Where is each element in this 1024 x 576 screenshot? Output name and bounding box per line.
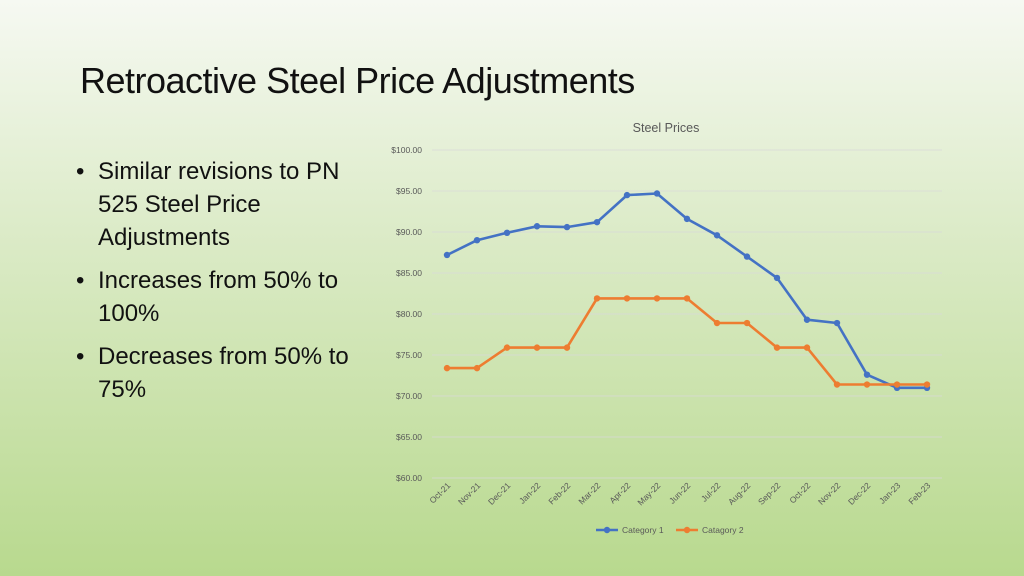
y-tick-label: $90.00 <box>396 227 422 237</box>
data-point <box>593 295 601 302</box>
bullet-item: • Similar revisions to PN 525 Steel Price… <box>72 155 352 254</box>
y-tick-label: $80.00 <box>396 309 422 319</box>
legend-label: Catagory 2 <box>702 525 744 535</box>
data-point <box>833 319 841 327</box>
x-tick-label: Feb-23 <box>906 480 932 506</box>
legend-marker <box>683 526 691 534</box>
data-point <box>863 381 871 388</box>
x-tick-label: Jun-22 <box>667 480 693 506</box>
data-point <box>503 344 511 351</box>
data-point <box>803 316 811 323</box>
data-point <box>893 381 901 388</box>
data-point <box>533 223 541 230</box>
x-tick-label: May-22 <box>635 480 662 507</box>
x-tick-label: Jul-22 <box>699 480 723 504</box>
legend-marker <box>603 526 611 534</box>
y-tick-label: $95.00 <box>396 186 422 196</box>
data-point <box>713 319 721 327</box>
data-point <box>623 295 631 302</box>
bullet-text: Similar revisions to PN 525 Steel Price … <box>98 158 340 251</box>
bullet-marker: • <box>76 158 85 185</box>
bullet-list: • Similar revisions to PN 525 Steel Price… <box>72 155 352 416</box>
data-point <box>503 229 511 237</box>
series-line <box>447 297 927 386</box>
data-point <box>443 364 451 372</box>
y-tick-label: $70.00 <box>396 391 422 401</box>
bullet-item: • Increases from 50% to 100% <box>72 264 352 330</box>
data-point <box>863 371 871 378</box>
data-point <box>563 223 571 231</box>
chart-title: Steel Prices <box>633 121 700 135</box>
x-tick-label: Apr-22 <box>607 480 632 505</box>
x-tick-label: Mar-22 <box>576 480 602 506</box>
data-point <box>563 344 571 351</box>
y-tick-label: $75.00 <box>396 350 422 360</box>
x-tick-label: Nov-22 <box>816 480 843 507</box>
data-point <box>923 381 931 388</box>
data-point <box>773 344 781 351</box>
data-point <box>443 251 451 259</box>
x-tick-label: Sep-22 <box>756 480 783 507</box>
y-tick-label: $60.00 <box>396 473 422 483</box>
data-point <box>473 237 481 244</box>
data-point <box>623 191 631 199</box>
x-tick-label: Jan-22 <box>517 480 543 506</box>
bullet-marker: • <box>76 267 85 294</box>
x-tick-label: Dec-21 <box>486 480 513 507</box>
bullet-item: • Decreases from 50% to 75% <box>72 340 352 406</box>
data-point <box>743 253 751 260</box>
data-point <box>803 344 811 351</box>
data-point <box>653 190 661 197</box>
y-tick-label: $85.00 <box>396 268 422 278</box>
data-point <box>773 274 781 282</box>
steel-prices-chart: Steel Prices $60.00 $65.00 $70.00 $75.00 $80… <box>391 121 942 535</box>
x-tick-label: Oct-22 <box>787 480 812 505</box>
x-tick-label: Dec-22 <box>846 480 873 507</box>
slide-title: Retroactive Steel Price Adjustments <box>80 60 635 101</box>
series-line <box>446 192 927 390</box>
data-point <box>833 381 841 388</box>
data-point <box>533 344 541 351</box>
x-tick-label: Aug-22 <box>726 480 753 507</box>
bullet-marker: • <box>76 343 85 370</box>
data-point <box>593 218 601 226</box>
data-point <box>743 319 751 327</box>
data-point <box>653 295 661 302</box>
x-tick-label: Oct-21 <box>427 480 452 505</box>
x-tick-label: Nov-21 <box>456 480 483 507</box>
data-point <box>473 364 481 372</box>
data-point <box>713 232 721 239</box>
x-tick-label: Jan-23 <box>877 480 903 506</box>
x-tick-label: Feb-22 <box>546 480 572 506</box>
y-tick-label: $100.00 <box>391 145 422 155</box>
data-point <box>683 215 691 223</box>
legend-label: Category 1 <box>622 525 664 535</box>
y-tick-label: $65.00 <box>396 432 422 442</box>
data-point <box>683 295 691 302</box>
bullet-text: Decreases from 50% to 75% <box>98 343 349 403</box>
bullet-text: Increases from 50% to 100% <box>98 267 339 327</box>
